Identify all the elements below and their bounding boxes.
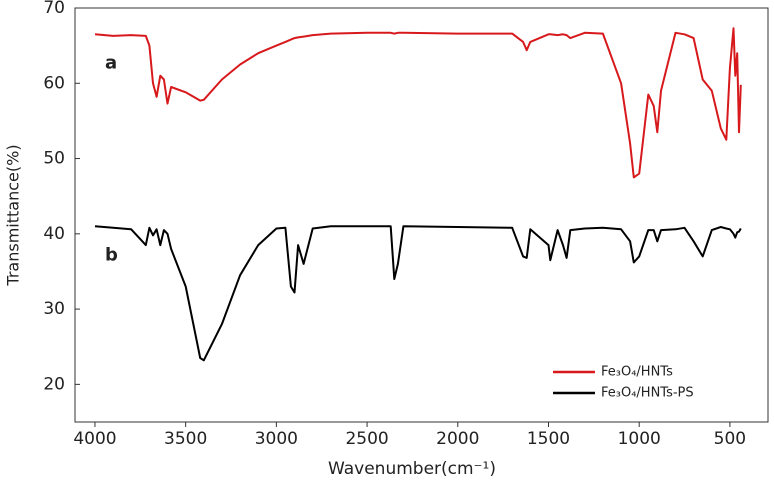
x-tick-label: 2000 — [436, 429, 479, 449]
x-axis-label: Wavenumber(cm⁻¹) — [328, 459, 496, 479]
y-tick-label: 70 — [43, 0, 65, 18]
y-tick-label: 50 — [43, 149, 65, 169]
series-line — [94, 225, 742, 362]
legend-label: Fe₃O₄/HNTs — [601, 365, 673, 380]
x-tick-label: 1000 — [618, 429, 661, 449]
series-annotation: b — [105, 244, 118, 265]
y-axis-label: Transmittance(%) — [4, 144, 23, 286]
series-line — [94, 27, 742, 179]
y-tick-label: 40 — [43, 224, 65, 244]
legend-label: Fe₃O₄/HNTs-PS — [601, 386, 694, 401]
plot-frame — [74, 7, 769, 423]
x-tick-label: 3500 — [164, 429, 207, 449]
y-tick-label: 60 — [43, 73, 65, 93]
y-tick-label: 30 — [43, 299, 65, 319]
series-annotation: a — [105, 52, 117, 73]
x-tick-label: 1500 — [527, 429, 570, 449]
x-tick-label: 4000 — [73, 429, 116, 449]
x-tick-label: 500 — [714, 429, 746, 449]
y-tick-label: 20 — [43, 374, 65, 394]
x-tick-label: 3000 — [255, 429, 298, 449]
x-tick-label: 2500 — [345, 429, 388, 449]
